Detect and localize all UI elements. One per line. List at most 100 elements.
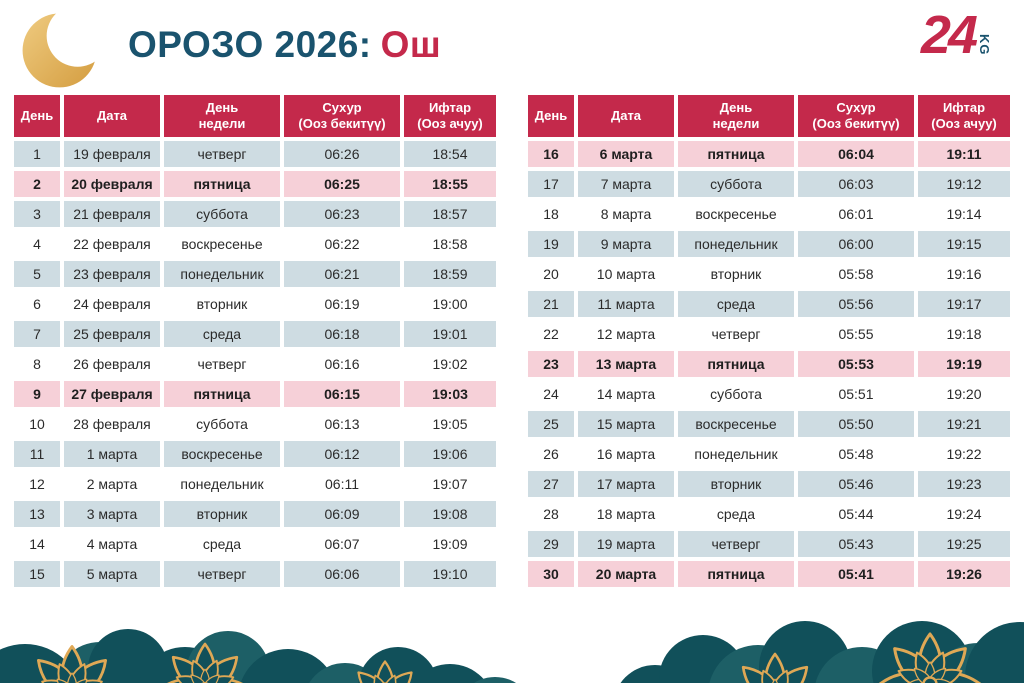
cell-iftar-time: 18:59 [404,261,496,287]
cell-date: 20 марта [578,561,674,587]
cell-day-number: 20 [528,261,574,287]
cell-weekday: понедельник [678,441,794,467]
cell-suhur-time: 05:46 [798,471,914,497]
column-header: Сухур (Ооз бекитүү) [284,95,400,137]
table-row: 4 22 февраля воскресенье 06:22 18:58 [14,231,496,257]
cell-weekday: среда [678,291,794,317]
table-row: 6 24 февраля вторник 06:19 19:00 [14,291,496,317]
cell-suhur-time: 06:12 [284,441,400,467]
cell-date: 6 марта [578,141,674,167]
cell-day-number: 6 [14,291,60,317]
table-row: 26 16 марта понедельник 05:48 19:22 [528,441,1010,467]
logo-24-text: 24 [920,5,978,65]
cell-date: 19 марта [578,531,674,557]
cell-weekday: четверг [164,351,280,377]
cell-day-number: 4 [14,231,60,257]
cell-weekday: воскресенье [164,441,280,467]
table-row: 23 13 марта пятница 05:53 19:19 [528,351,1010,377]
cell-suhur-time: 06:03 [798,171,914,197]
cell-day-number: 5 [14,261,60,287]
cell-date: 8 марта [578,201,674,227]
cell-suhur-time: 06:21 [284,261,400,287]
cell-date: 13 марта [578,351,674,377]
cell-day-number: 21 [528,291,574,317]
table-row: 12 2 марта понедельник 06:11 19:07 [14,471,496,497]
cell-weekday: воскресенье [164,231,280,257]
cell-suhur-time: 05:51 [798,381,914,407]
table-row: 16 6 марта пятница 06:04 19:11 [528,141,1010,167]
cell-suhur-time: 06:00 [798,231,914,257]
cell-suhur-time: 06:16 [284,351,400,377]
column-header: Ифтар (Ооз ачуу) [404,95,496,137]
cell-date: 18 марта [578,501,674,527]
cell-weekday: вторник [164,501,280,527]
table-row: 19 9 марта понедельник 06:00 19:15 [528,231,1010,257]
cell-weekday: пятница [678,141,794,167]
cell-suhur-time: 05:50 [798,411,914,437]
header-row: День Дата День недели Сухур (Ооз бекитүү… [14,95,496,137]
cell-suhur-time: 06:13 [284,411,400,437]
table-row: 2 20 февраля пятница 06:25 18:55 [14,171,496,197]
cell-suhur-time: 05:44 [798,501,914,527]
cell-weekday: суббота [164,201,280,227]
table-row: 30 20 марта пятница 05:41 19:26 [528,561,1010,587]
cell-iftar-time: 19:12 [918,171,1010,197]
page-title: ОРОЗО 2026: Ош [128,26,441,63]
cell-suhur-time: 05:55 [798,321,914,347]
cell-suhur-time: 05:58 [798,261,914,287]
schedule-table-days-16-30: День Дата День недели Сухур (Ооз бекитүү… [524,91,1014,591]
cell-date: 4 марта [64,531,160,557]
cell-iftar-time: 19:01 [404,321,496,347]
logo-kg-text: KG [977,33,992,56]
cell-date: 25 февраля [64,321,160,347]
cell-iftar-time: 19:05 [404,411,496,437]
cell-iftar-time: 19:10 [404,561,496,587]
cell-iftar-time: 19:14 [918,201,1010,227]
cell-suhur-time: 06:07 [284,531,400,557]
cell-date: 14 марта [578,381,674,407]
cell-day-number: 22 [528,321,574,347]
column-header: Сухур (Ооз бекитүү) [798,95,914,137]
table-row: 18 8 марта воскресенье 06:01 19:14 [528,201,1010,227]
cell-date: 15 марта [578,411,674,437]
table-row: 29 19 марта четверг 05:43 19:25 [528,531,1010,557]
cell-day-number: 11 [14,441,60,467]
cell-date: 22 февраля [64,231,160,257]
table-row: 15 5 марта четверг 06:06 19:10 [14,561,496,587]
cell-iftar-time: 19:21 [918,411,1010,437]
cell-date: 2 марта [64,471,160,497]
table-row: 7 25 февраля среда 06:18 19:01 [14,321,496,347]
cell-day-number: 28 [528,501,574,527]
table-row: 1 19 февраля четверг 06:26 18:54 [14,141,496,167]
cell-day-number: 12 [14,471,60,497]
cell-date: 9 марта [578,231,674,257]
cell-suhur-time: 06:25 [284,171,400,197]
cell-date: 7 марта [578,171,674,197]
cell-suhur-time: 05:56 [798,291,914,317]
table-row: 14 4 марта среда 06:07 19:09 [14,531,496,557]
column-header: Дата [64,95,160,137]
column-header: День недели [164,95,280,137]
cell-suhur-time: 06:11 [284,471,400,497]
cell-day-number: 7 [14,321,60,347]
column-header: День [14,95,60,137]
table-row: 10 28 февраля суббота 06:13 19:05 [14,411,496,437]
cell-iftar-time: 19:06 [404,441,496,467]
cell-iftar-time: 19:15 [918,231,1010,257]
cell-iftar-time: 19:16 [918,261,1010,287]
cell-weekday: пятница [678,351,794,377]
cell-suhur-time: 06:22 [284,231,400,257]
table-row: 24 14 марта суббота 05:51 19:20 [528,381,1010,407]
cell-weekday: пятница [164,381,280,407]
title-main: ОРОЗО 2026: [128,24,372,65]
cell-iftar-time: 19:00 [404,291,496,317]
cell-suhur-time: 06:04 [798,141,914,167]
cell-iftar-time: 19:18 [918,321,1010,347]
cell-iftar-time: 19:07 [404,471,496,497]
table-row: 21 11 марта среда 05:56 19:17 [528,291,1010,317]
cell-suhur-time: 06:26 [284,141,400,167]
cell-suhur-time: 06:01 [798,201,914,227]
cell-iftar-time: 19:24 [918,501,1010,527]
cell-iftar-time: 19:09 [404,531,496,557]
cell-date: 11 марта [578,291,674,317]
